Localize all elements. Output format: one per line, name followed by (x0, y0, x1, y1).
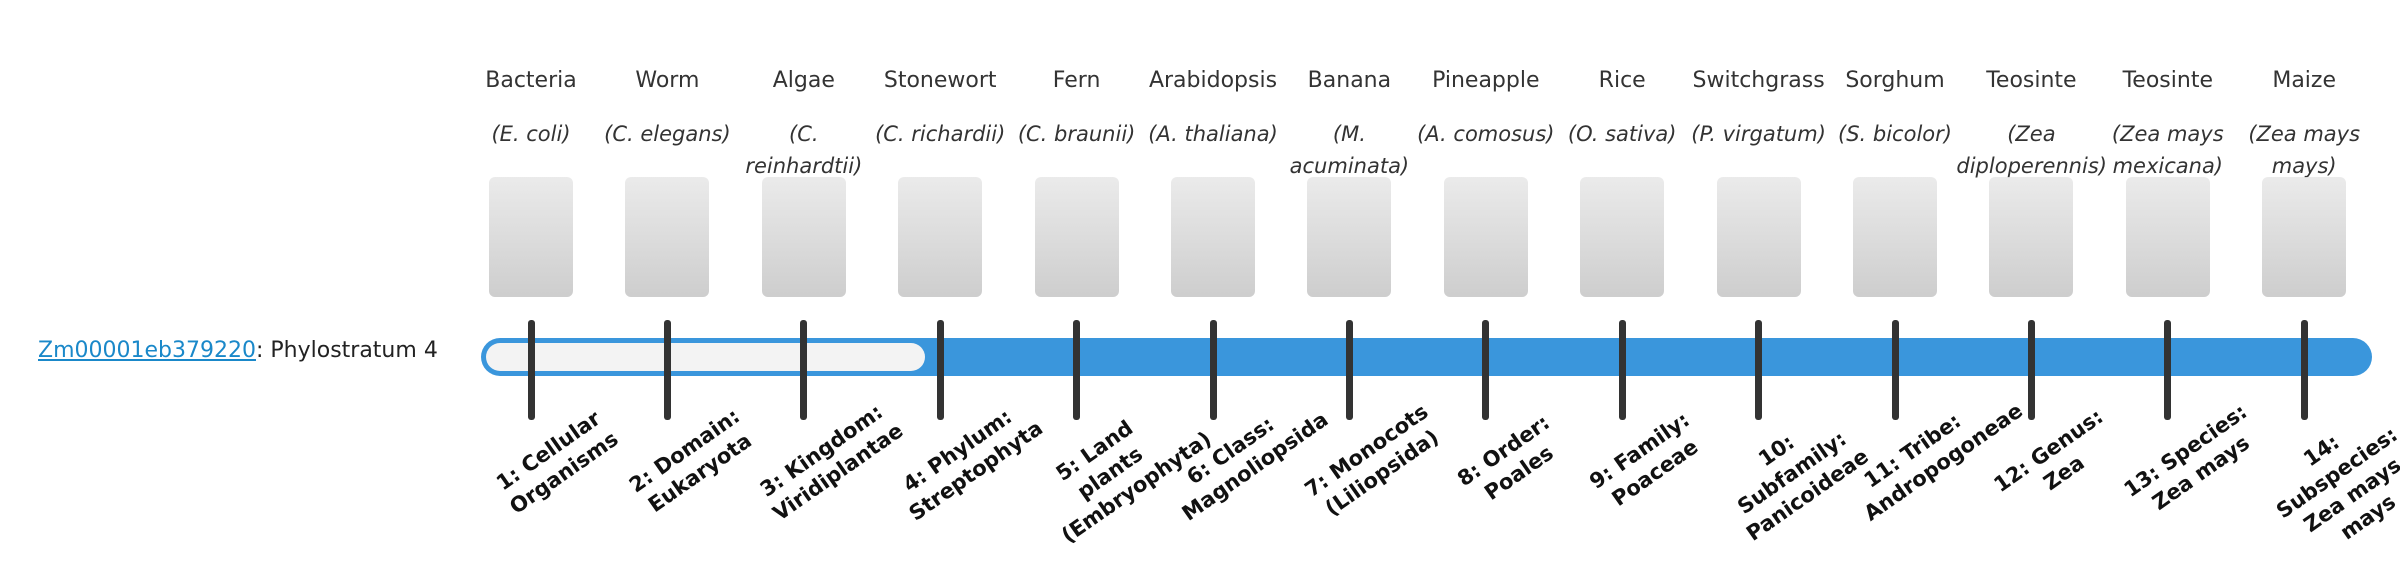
organism-image (1716, 177, 1801, 297)
stratum-tick (936, 320, 944, 420)
stratum-tick (2164, 320, 2172, 420)
organism-name: Maize (2272, 68, 2337, 93)
organism-name: Teosinte (2122, 68, 2213, 93)
organism-species: (C. richardii) (875, 122, 1006, 146)
organism-species: (E. coli) (491, 122, 571, 146)
stratum-tick (1073, 320, 1081, 420)
stratum-tick (1618, 320, 1626, 420)
stratum-label: 10: Subfamily: Panicoideae (1732, 426, 1873, 546)
stratum-label: 13: Species: Zea mays (2119, 399, 2254, 515)
organism-image (1171, 177, 1255, 297)
organism-species: (P. virgatum) (1691, 122, 1826, 146)
stratum-tick (527, 320, 535, 420)
organism-image (1853, 177, 1937, 297)
organism-species: (C. reinhardtii) (745, 122, 863, 178)
organism-image (625, 177, 710, 297)
stratum-label: 9: Family: Poaceae (1585, 407, 1703, 512)
stratum-label: 3: Kingdom: Viridiplantae (755, 399, 908, 526)
organism-species: (Zea mays mays) (2248, 122, 2361, 178)
stratum-label: 2: Domain: Eukaryota (625, 403, 757, 518)
organism-image (2125, 177, 2210, 297)
organism-image (1307, 177, 1392, 297)
organism-species: (A. thaliana) (1148, 122, 1278, 146)
stratum-tick (663, 320, 671, 420)
organism-name: Sorghum (1845, 68, 1945, 93)
organism-image (761, 177, 846, 297)
timeline-bar-empty (486, 343, 926, 371)
stratum-tick (1209, 320, 1217, 420)
stratum-label: 4: Phylum: Streptophyta (898, 404, 1048, 526)
organism-species: (Zea mays mexicana) (2111, 122, 2224, 178)
organism-name: Bacteria (485, 68, 577, 93)
organism-image (1989, 177, 2074, 297)
organism-species: (O. sativa) (1567, 122, 1677, 146)
organism-name: Banana (1307, 68, 1392, 93)
gene-link[interactable]: Zm00001eb379220 (38, 338, 256, 363)
stratum-label: 5: Land plants (Embryophyta) (1051, 415, 1216, 548)
organism-image (1580, 177, 1665, 297)
organism-image (2262, 177, 2347, 297)
phylostratum-value: 4 (423, 338, 438, 363)
stratum-tick (2300, 320, 2308, 420)
organism-species: (A. comosus) (1417, 122, 1555, 146)
stratum-label: 1: Cellular Organisms (491, 406, 623, 519)
organism-species: (C. elegans) (604, 122, 731, 146)
organism-name: Arabidopsis (1148, 68, 1278, 93)
phylostratum-label: Phylostratum (270, 338, 417, 363)
organism-image (1443, 177, 1528, 297)
organism-name: Pineapple (1432, 68, 1540, 93)
organism-name: Switchgrass (1692, 68, 1825, 93)
stratum-tick (1891, 320, 1899, 420)
organism-image (1034, 177, 1119, 297)
organism-name: Worm (635, 68, 700, 93)
organism-name: Stonewort (883, 68, 997, 93)
organism-image (489, 177, 573, 297)
gene-summary: Zm00001eb379220: Phylostratum 4 (38, 338, 438, 363)
organism-species: (S. bicolor) (1838, 122, 1952, 146)
stratum-label: 8: Order: Poales (1452, 410, 1558, 505)
stratum-tick (1345, 320, 1353, 420)
stratum-label: 14: Subspecies: Zea mays mays (2272, 422, 2400, 545)
stratum-tick (1755, 320, 1763, 420)
organism-name: Rice (1598, 68, 1646, 93)
stratum-tick (2027, 320, 2035, 420)
organism-name: Algae (772, 68, 835, 93)
organism-image (898, 177, 983, 297)
organism-species: (M. acuminata) (1289, 122, 1410, 178)
stratum-tick (800, 320, 808, 420)
organism-species: (C. braunii) (1017, 122, 1136, 146)
organism-species: (Zea diploperennis) (1956, 122, 2107, 178)
stratum-tick (1482, 320, 1490, 420)
organism-name: Teosinte (1986, 68, 2077, 93)
organism-name: Fern (1052, 68, 1101, 93)
